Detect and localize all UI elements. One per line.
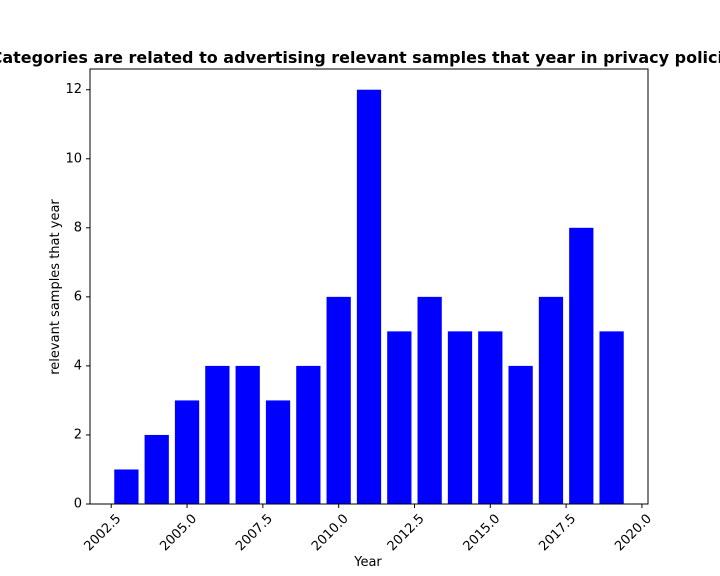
x-tick-label: 2005.0 [157, 511, 200, 554]
bar-2006 [205, 365, 230, 504]
y-tick-label: 10 [65, 151, 82, 166]
x-tick-label: 2020.0 [612, 511, 655, 554]
bars-group [114, 89, 624, 505]
x-tick-label: 2010.0 [309, 511, 352, 554]
bar-2017 [538, 296, 564, 504]
y-axis-label: relevant samples that year [48, 199, 63, 375]
bar-2015 [478, 331, 503, 504]
bar-2013 [417, 296, 442, 504]
bar-2012 [387, 331, 412, 504]
y-tick-label: 12 [65, 82, 82, 97]
x-tick-label: 2002.5 [81, 511, 124, 554]
x-axis-label: Year [353, 555, 382, 570]
bar-2004 [144, 434, 169, 504]
bar-2018 [569, 227, 594, 505]
bar-2016 [508, 365, 533, 504]
bar-2007 [235, 365, 260, 504]
bar-2011 [356, 89, 382, 504]
bar-2003 [114, 469, 139, 504]
x-tick-label: 2015.0 [461, 511, 504, 554]
x-tick-label: 2007.5 [233, 511, 276, 554]
x-tick-label: 2012.5 [385, 511, 428, 554]
x-tick-label: 2017.5 [536, 511, 579, 554]
y-tick-label: 6 [74, 289, 82, 304]
bar-2014 [447, 331, 473, 504]
bar-2008 [265, 400, 291, 504]
y-axis: 0 2 4 6 8 10 12 [65, 82, 90, 512]
y-tick-label: 4 [74, 358, 82, 373]
chart-title: Categories are related to advertising re… [0, 48, 720, 67]
y-tick-label: 0 [74, 497, 82, 512]
bar-2005 [174, 400, 200, 504]
bar-2010 [326, 296, 351, 504]
y-tick-label: 2 [74, 427, 82, 442]
bar-2009 [296, 365, 321, 504]
y-tick-label: 8 [74, 220, 82, 235]
bar-2019 [599, 331, 624, 504]
plot-frame [89, 68, 649, 505]
x-axis: 2002.5 2005.0 2007.5 2010.0 2012.5 2015.0 2017… [81, 504, 655, 554]
